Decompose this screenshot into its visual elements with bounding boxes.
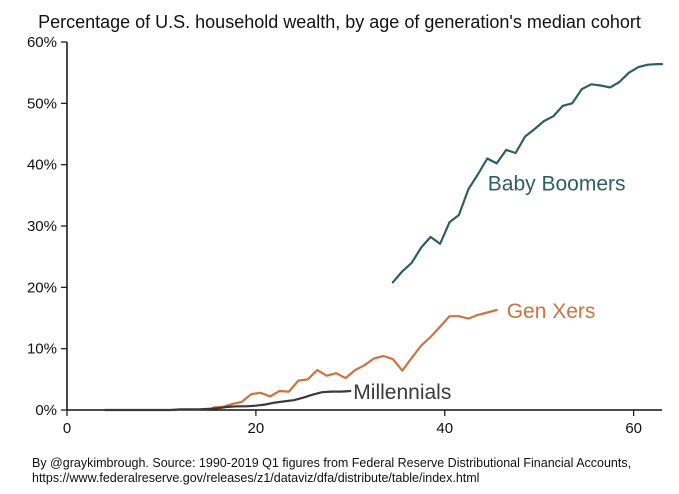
source-line-2: https://www.federalreserve.gov/releases/… xyxy=(32,471,480,485)
y-tick-label: 0% xyxy=(35,402,57,419)
y-tick-label: 50% xyxy=(27,95,57,112)
series-line-baby-boomers xyxy=(391,62,664,284)
series-line-gen-xers xyxy=(212,308,498,409)
x-tick-label: 60 xyxy=(625,420,642,437)
y-tick-label: 60% xyxy=(27,34,57,51)
source-line-1: By @graykimbrough. Source: 1990-2019 Q1 … xyxy=(32,456,632,470)
y-tick-label: 20% xyxy=(27,279,57,296)
x-tick-label: 0 xyxy=(63,420,71,437)
series-label-millennials: Millennials xyxy=(353,381,451,404)
y-tick-label: 40% xyxy=(27,157,57,174)
x-tick-label: 40 xyxy=(436,420,453,437)
series-label-baby-boomers: Baby Boomers xyxy=(488,172,626,195)
x-tick-label: 20 xyxy=(248,420,265,437)
series-line-millennials xyxy=(103,389,352,412)
y-tick-label: 30% xyxy=(27,218,57,235)
chart-title: Percentage of U.S. household wealth, by … xyxy=(38,12,641,32)
source-note: By @graykimbrough. Source: 1990-2019 Q1 … xyxy=(32,456,672,486)
series-label-gen-xers: Gen Xers xyxy=(507,300,596,323)
y-tick-label: 10% xyxy=(27,341,57,358)
